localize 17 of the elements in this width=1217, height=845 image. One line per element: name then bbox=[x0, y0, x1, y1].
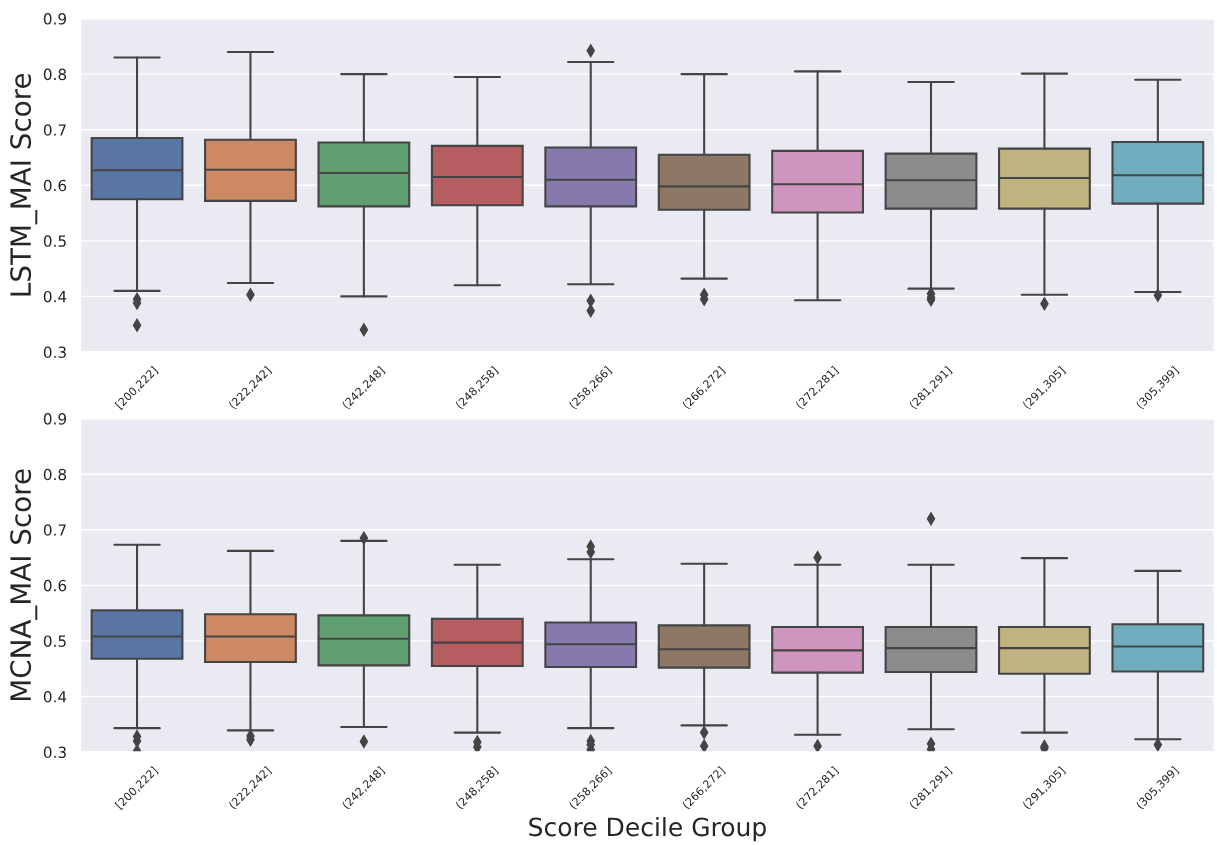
y-tick-label: 0.3 bbox=[43, 746, 66, 759]
y-tick-label: 0.9 bbox=[43, 413, 67, 425]
y-tick-label: 0.7 bbox=[43, 524, 66, 536]
y-tick-label: 0.9 bbox=[43, 13, 67, 25]
y-tick-label: 0.8 bbox=[43, 468, 67, 481]
y-tick-label: 0.7 bbox=[43, 124, 66, 136]
y-tick-label: 0.5 bbox=[43, 635, 66, 647]
y-tick-label: 0.4 bbox=[43, 690, 67, 703]
y-tick-label: 0.4 bbox=[43, 290, 67, 303]
y-tick-label: 0.6 bbox=[43, 579, 67, 592]
x-axis-title: Score Decile Group bbox=[529, 817, 766, 842]
y-tick-label: 0.8 bbox=[43, 68, 67, 81]
y-axis-title: MCNA_MAI Score bbox=[10, 469, 38, 701]
y-axis-title: LSTM_MAI Score bbox=[10, 73, 38, 296]
y-tick-label: 0.5 bbox=[43, 235, 66, 247]
y-tick-label: 0.6 bbox=[43, 179, 67, 192]
y-tick-label: 0.3 bbox=[43, 346, 66, 358]
